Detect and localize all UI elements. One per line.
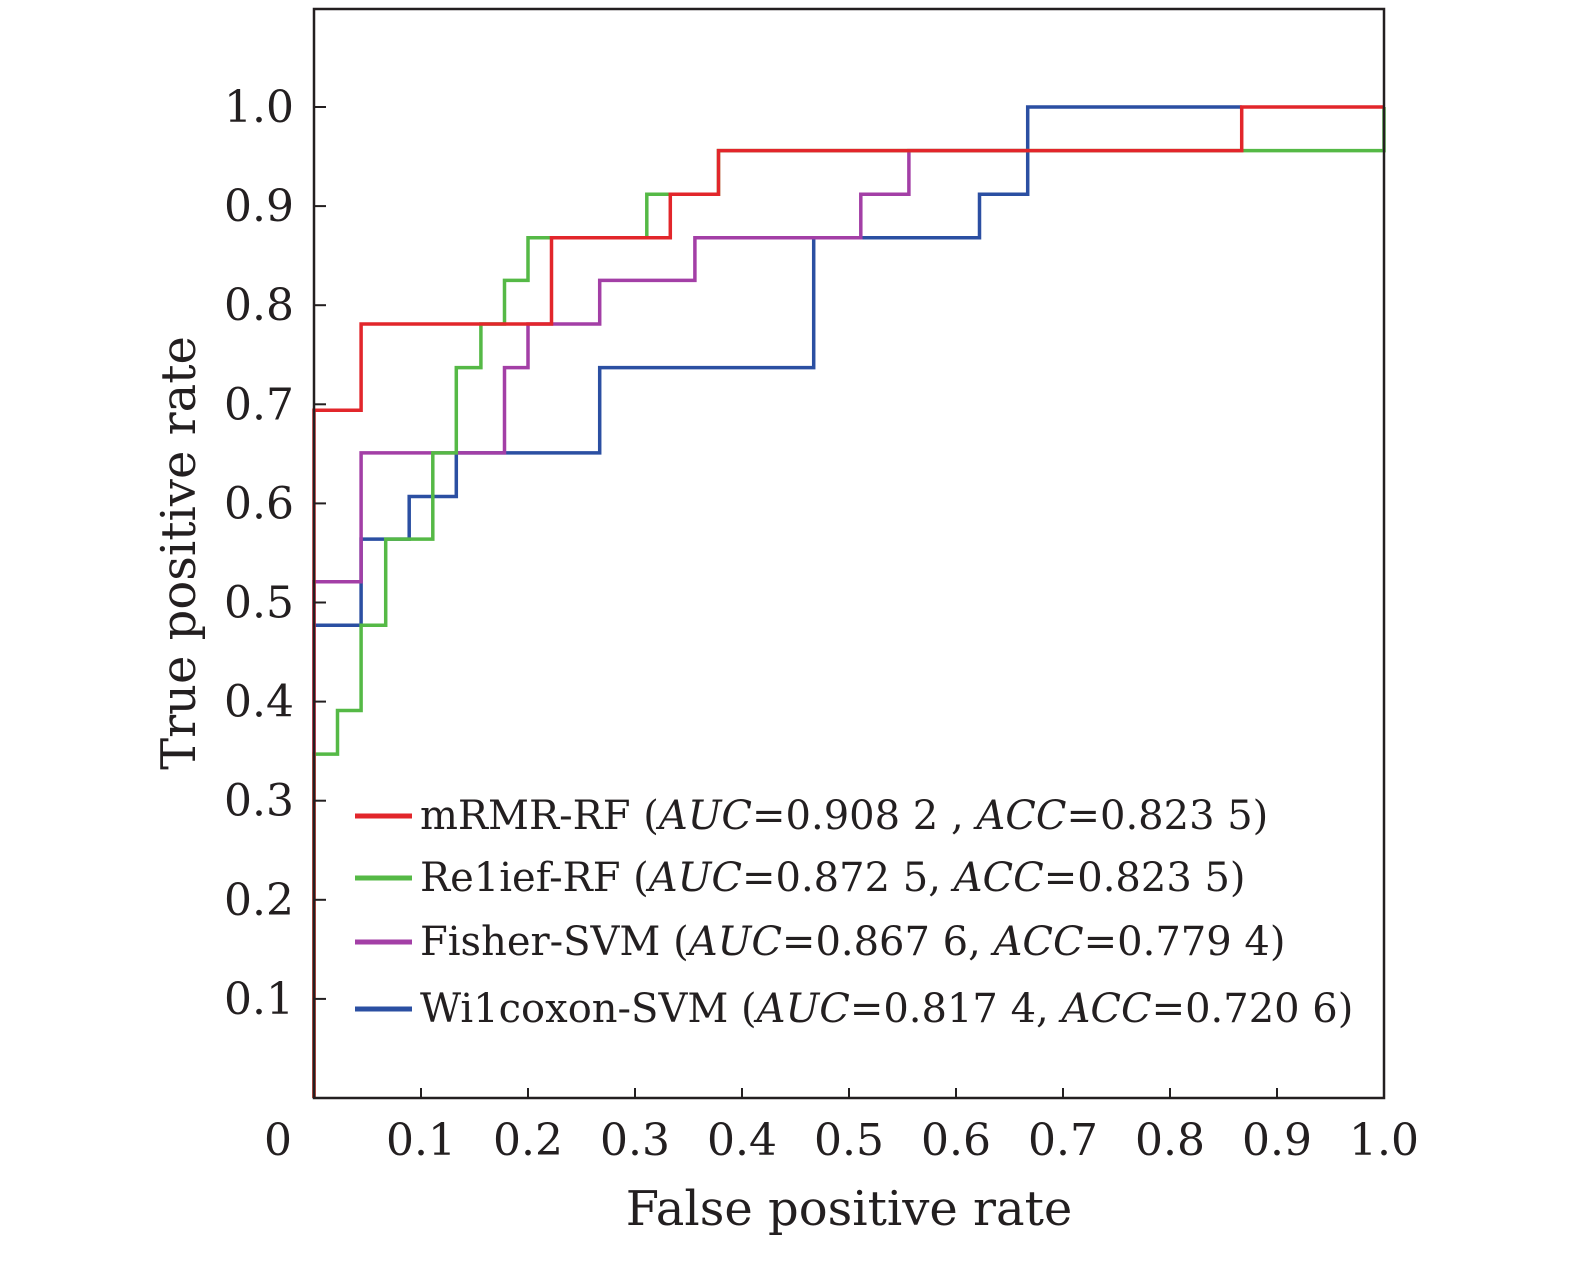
y-tick-label: 0.8 <box>224 280 294 331</box>
legend-label-fisher-svm: Fisher-SVM (AUC=0.867 6, ACC=0.779 4) <box>420 919 1285 965</box>
x-tick-label: 0.1 <box>386 1115 456 1166</box>
y-tick-label: 0.7 <box>224 379 294 430</box>
x-axis-title: False positive rate <box>626 1181 1073 1237</box>
x-tick-label: 0.9 <box>1242 1115 1312 1166</box>
y-tick-label: 0.4 <box>224 677 294 728</box>
legend-label-mrmr-rf: mRMR-RF (AUC=0.908 2 , ACC=0.823 5) <box>420 793 1268 839</box>
x-tick-label: 0.6 <box>921 1115 991 1166</box>
x-tick-label: 0.7 <box>1028 1115 1098 1166</box>
legend: mRMR-RF (AUC=0.908 2 , ACC=0.823 5) Re1ie… <box>355 793 1353 1032</box>
roc-curve-wi1coxon-svm <box>314 105 1242 628</box>
roc-curve-fisher-svm <box>312 148 1028 1098</box>
x-tick-label: 0.8 <box>1135 1115 1205 1166</box>
legend-label-re1ief-rf: Re1ief-RF (AUC=0.872 5, ACC=0.823 5) <box>420 855 1246 901</box>
y-axis-title: True positive rate <box>151 336 207 770</box>
x-tick-label: 1.0 <box>1349 1115 1419 1166</box>
x-tick-label: 0.5 <box>814 1115 884 1166</box>
y-tick-label: 0.2 <box>224 875 294 926</box>
x-tick-label: 0 <box>264 1115 292 1166</box>
roc-curve-re1ief-rf <box>312 107 1386 1098</box>
roc-curve-mrmr-rf <box>312 105 1384 1098</box>
x-tick-label: 0.3 <box>600 1115 670 1166</box>
y-tick-label: 0.9 <box>224 181 294 232</box>
y-tick-label: 0.5 <box>224 578 294 629</box>
ticks-layer: 0 0.1 0.2 0.3 0.4 0.5 0.6 0.7 0.8 0.9 1.0 0.1 0.2 0.3… <box>224 82 1419 1166</box>
x-tick-label: 0.4 <box>707 1115 777 1166</box>
curves-layer <box>312 105 1386 1098</box>
y-tick-label: 0.3 <box>224 776 294 827</box>
y-tick-label: 0.1 <box>224 974 294 1025</box>
legend-label-wi1coxon-svm: Wi1coxon-SVM (AUC=0.817 4, ACC=0.720 6) <box>420 986 1353 1032</box>
y-tick-label: 1.0 <box>224 82 294 133</box>
x-tick-label: 0.2 <box>493 1115 563 1166</box>
y-tick-label: 0.6 <box>224 478 294 529</box>
